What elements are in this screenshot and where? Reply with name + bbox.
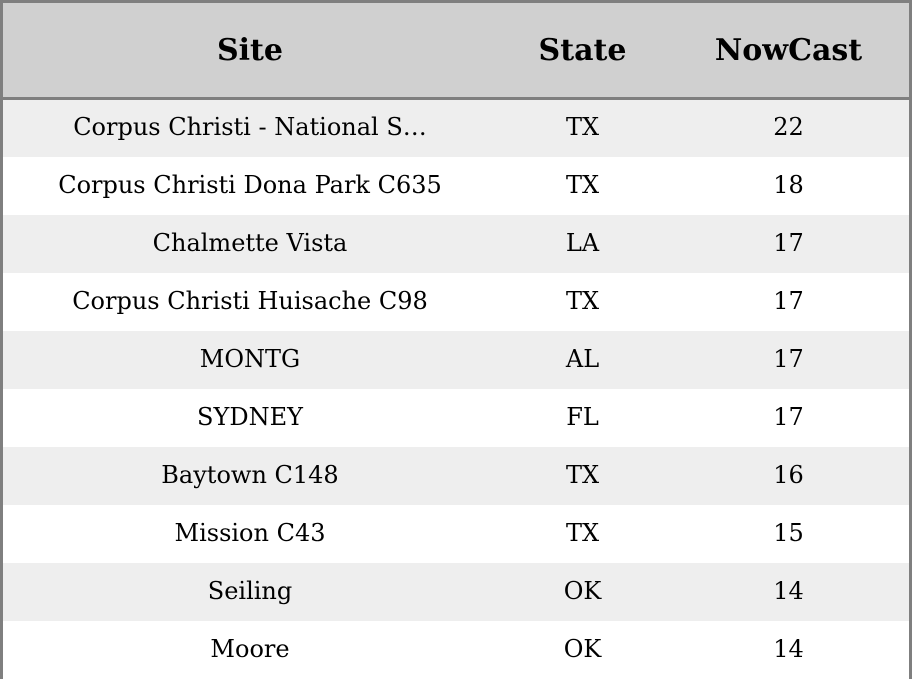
- column-header-nowcast: NowCast: [668, 3, 909, 100]
- cell-site: Mission C43: [3, 504, 497, 563]
- cell-site: Corpus Christi Huisache C98: [3, 272, 497, 331]
- table-row: Corpus Christi Dona Park C635 TX 18: [3, 156, 909, 215]
- table-row: Chalmette Vista LA 17: [3, 214, 909, 273]
- cell-state: TX: [497, 98, 668, 157]
- table-row: Corpus Christi - National S… TX 22: [3, 98, 909, 157]
- cell-nowcast: 17: [668, 388, 909, 447]
- table-header: Site State NowCast: [3, 3, 909, 100]
- cell-state: TX: [497, 446, 668, 505]
- table-row: Moore OK 14: [3, 620, 909, 679]
- cell-state: OK: [497, 562, 668, 621]
- cell-nowcast: 16: [668, 446, 909, 505]
- header-row: Site State NowCast: [3, 3, 909, 100]
- cell-nowcast: 15: [668, 504, 909, 563]
- cell-site: Corpus Christi Dona Park C635: [3, 156, 497, 215]
- cell-site: SYDNEY: [3, 388, 497, 447]
- cell-nowcast: 22: [668, 98, 909, 157]
- cell-site: Moore: [3, 620, 497, 679]
- cell-site: Baytown C148: [3, 446, 497, 505]
- cell-state: TX: [497, 272, 668, 331]
- nowcast-table: Site State NowCast Corpus Christi - Nati…: [3, 3, 909, 679]
- table-body: Corpus Christi - National S… TX 22 Corpus C…: [3, 98, 909, 679]
- cell-state: LA: [497, 214, 668, 273]
- table-row: Baytown C148 TX 16: [3, 446, 909, 505]
- cell-state: OK: [497, 620, 668, 679]
- cell-site: Chalmette Vista: [3, 214, 497, 273]
- cell-state: FL: [497, 388, 668, 447]
- cell-state: AL: [497, 330, 668, 389]
- table-row: SYDNEY FL 17: [3, 388, 909, 447]
- cell-nowcast: 14: [668, 620, 909, 679]
- table-row: MONTG AL 17: [3, 330, 909, 389]
- cell-nowcast: 18: [668, 156, 909, 215]
- table-row: Mission C43 TX 15: [3, 504, 909, 563]
- column-header-site: Site: [3, 3, 497, 100]
- cell-site: Seiling: [3, 562, 497, 621]
- cell-nowcast: 17: [668, 272, 909, 331]
- cell-state: TX: [497, 156, 668, 215]
- cell-site: Corpus Christi - National S…: [3, 98, 497, 157]
- cell-site: MONTG: [3, 330, 497, 389]
- table-row: Corpus Christi Huisache C98 TX 17: [3, 272, 909, 331]
- column-header-state: State: [497, 3, 668, 100]
- table-row: Seiling OK 14: [3, 562, 909, 621]
- cell-state: TX: [497, 504, 668, 563]
- cell-nowcast: 14: [668, 562, 909, 621]
- cell-nowcast: 17: [668, 330, 909, 389]
- cell-nowcast: 17: [668, 214, 909, 273]
